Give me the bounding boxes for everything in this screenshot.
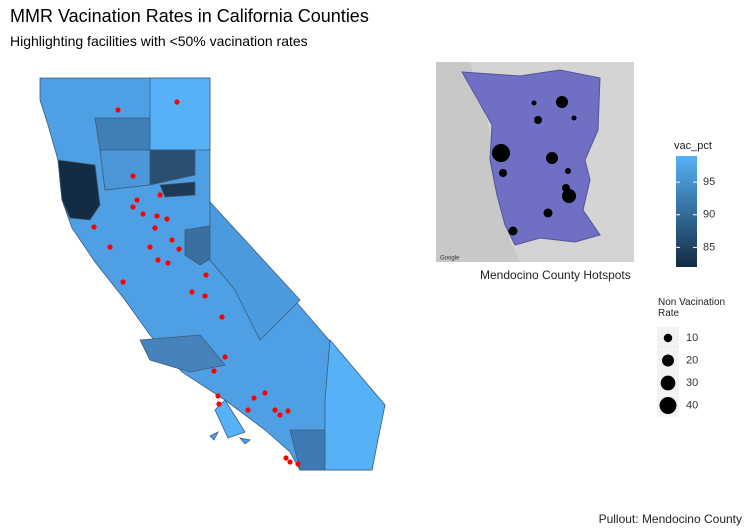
facility — [272, 407, 278, 413]
colorbar — [676, 156, 697, 267]
county — [209, 200, 301, 341]
inset-caption: Mendocino County Hotspots — [480, 268, 631, 282]
facility — [169, 237, 175, 243]
county — [159, 181, 196, 198]
facility — [287, 459, 293, 465]
ocean — [436, 62, 520, 262]
facility — [211, 368, 217, 374]
island — [209, 431, 251, 445]
size-key — [659, 397, 677, 414]
size-label: 10 — [686, 332, 698, 344]
facility — [251, 395, 257, 401]
county — [214, 399, 246, 439]
hotspot — [546, 152, 558, 164]
size-legend: 10 20 30 40 — [657, 327, 698, 417]
title: MMR Vacination Rates in California Count… — [10, 6, 369, 26]
county — [149, 77, 211, 151]
facility — [130, 173, 136, 179]
tick-label: 95 — [703, 176, 715, 188]
size-key — [662, 354, 674, 367]
facility — [245, 407, 251, 413]
tick-label: 85 — [703, 241, 715, 253]
fill-legend: 85 90 95 — [676, 156, 715, 267]
hotspot — [492, 144, 510, 162]
facility — [202, 293, 208, 299]
county — [99, 149, 151, 191]
facility — [216, 401, 222, 407]
subtitle: Highlighting facilities with <50% vacina… — [10, 33, 308, 49]
fill-legend-title: vac_pct — [674, 140, 712, 152]
facility — [283, 455, 289, 461]
hotspot — [508, 226, 518, 236]
facility — [155, 257, 161, 263]
facility — [91, 224, 97, 230]
facility — [215, 393, 221, 399]
hotspots — [492, 96, 577, 236]
inset-map: Google — [436, 62, 634, 262]
facility — [130, 204, 136, 210]
facility — [154, 213, 160, 219]
facility — [140, 211, 146, 217]
facility — [285, 408, 291, 414]
facility — [277, 412, 283, 418]
hotspot — [565, 168, 571, 174]
size-legend-title: Non Vacination Rate — [658, 297, 726, 319]
mendocino-county — [57, 159, 101, 221]
size-key — [660, 375, 676, 391]
county — [94, 117, 151, 151]
tick-label: 90 — [703, 209, 715, 221]
hotspot — [531, 100, 537, 106]
facility — [219, 314, 225, 320]
size-label: 20 — [686, 354, 698, 366]
facility — [164, 216, 170, 222]
hotspot — [571, 115, 577, 121]
county — [324, 339, 386, 471]
facility — [176, 246, 182, 252]
facility — [157, 192, 163, 198]
facility — [174, 99, 180, 105]
facility — [147, 244, 153, 250]
facility — [107, 244, 113, 250]
california-map — [39, 77, 386, 471]
facility — [120, 279, 126, 285]
county — [289, 429, 326, 471]
county — [139, 334, 226, 373]
facility — [222, 354, 228, 360]
size-key — [663, 333, 673, 343]
hotspot — [543, 208, 553, 218]
facility — [203, 272, 209, 278]
size-label: 40 — [686, 399, 698, 411]
attribution: Google — [440, 256, 460, 262]
hotspot — [534, 116, 542, 124]
facility — [165, 260, 171, 266]
hotspot — [562, 189, 576, 203]
facility — [295, 461, 301, 467]
facility — [189, 289, 195, 295]
facility — [115, 107, 121, 113]
facility — [152, 225, 158, 231]
hotspot — [499, 169, 507, 177]
facilities — [91, 99, 301, 467]
facility — [262, 390, 268, 396]
caption: Pullout: Mendocino County — [598, 512, 742, 526]
facility — [134, 197, 140, 203]
hotspot — [556, 96, 568, 108]
size-label: 30 — [686, 377, 698, 389]
